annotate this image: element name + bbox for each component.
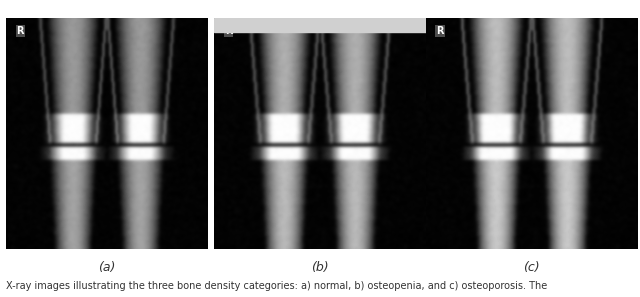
Text: (c): (c) <box>523 261 540 274</box>
Text: R: R <box>436 26 444 36</box>
Text: X-ray images illustrating the three bone density categories: a) normal, b) osteo: X-ray images illustrating the three bone… <box>6 281 548 291</box>
Text: (b): (b) <box>311 261 329 274</box>
Text: R: R <box>225 26 232 36</box>
Text: (a): (a) <box>99 261 116 274</box>
Text: R: R <box>17 26 24 36</box>
Bar <box>214 18 426 32</box>
